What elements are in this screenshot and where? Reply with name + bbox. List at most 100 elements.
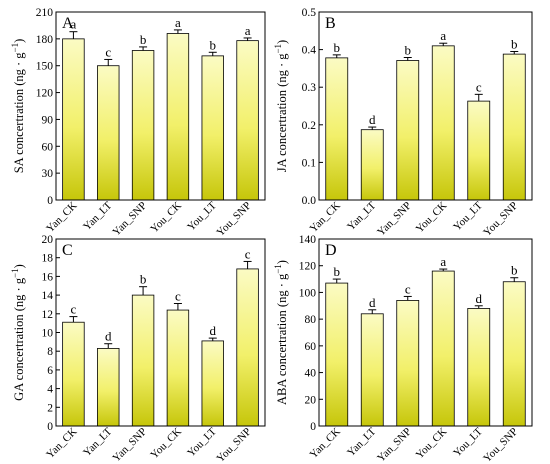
y-tick-label: 2 xyxy=(47,402,53,414)
x-tick-label: You_CK xyxy=(148,200,184,236)
bar xyxy=(201,55,224,201)
y-tick-label: 150 xyxy=(36,61,54,73)
y-tick-label: 0.4 xyxy=(302,45,317,57)
significance-letter: b xyxy=(140,32,147,47)
significance-letter: a xyxy=(71,17,77,32)
bar xyxy=(236,268,259,427)
bar xyxy=(431,45,455,201)
significance-letter: d xyxy=(476,291,483,306)
y-tick-label: 90 xyxy=(42,114,54,126)
y-tick-label: 18 xyxy=(42,253,54,265)
significance-letter: c xyxy=(405,281,411,296)
y-tick-label: 0.5 xyxy=(302,7,317,19)
x-tick-label: You_LT xyxy=(451,199,485,233)
bar xyxy=(325,282,349,427)
y-tick-label: 20 xyxy=(42,234,54,246)
x-tick-label: You_CK xyxy=(414,200,450,236)
y-tick-label: 14 xyxy=(42,290,54,302)
x-tick-label: You_LT xyxy=(185,425,219,459)
bar xyxy=(131,50,155,201)
significance-letter: a xyxy=(245,23,251,38)
x-tick-label: Yan_LT xyxy=(81,425,115,459)
y-tick-label: 120 xyxy=(299,261,317,273)
x-tick-label: You_SNP xyxy=(481,426,520,464)
y-tick-label: 0 xyxy=(47,195,53,207)
plot-frame xyxy=(318,11,533,201)
panel-label: C xyxy=(62,242,73,259)
x-tick-label: You_SNP xyxy=(214,200,253,239)
bar xyxy=(325,57,349,201)
x-tick-label: You_LT xyxy=(185,199,219,233)
x-tick-label: You_SNP xyxy=(214,426,253,464)
x-tick-label: Yan_SNP xyxy=(375,426,414,464)
bar xyxy=(467,100,491,201)
bar xyxy=(166,33,190,201)
y-tick-label: 6 xyxy=(47,365,53,377)
bar xyxy=(201,340,224,427)
x-tick-label: Yan_LT xyxy=(345,425,379,459)
bar xyxy=(166,309,190,427)
x-tick-label: Yan_SNP xyxy=(110,426,149,464)
x-tick-label: You_CK xyxy=(148,426,184,462)
x-tick-label: Yan_LT xyxy=(345,199,379,233)
y-tick-label: 60 xyxy=(42,141,54,153)
significance-letter: a xyxy=(440,28,446,43)
significance-letter: c xyxy=(175,289,181,304)
significance-letter: b xyxy=(405,42,412,57)
x-tick-label: You_CK xyxy=(414,426,450,462)
significance-letter: b xyxy=(210,37,217,52)
bar xyxy=(360,313,384,427)
significance-letter: d xyxy=(369,112,376,127)
y-tick-label: 0 xyxy=(47,421,53,433)
y-axis-title: SA concertration (ng · g−1) xyxy=(10,39,26,174)
y-tick-label: 80 xyxy=(305,314,317,326)
bar xyxy=(360,129,384,201)
bar xyxy=(502,281,526,427)
significance-letter: b xyxy=(140,272,147,287)
panel-c: 0 2 4 6 8 10 12 14 16 18 20 GA concertration (ng · … xyxy=(10,234,266,464)
y-tick-label: 0 xyxy=(310,421,316,433)
significance-letter: d xyxy=(105,329,112,344)
y-tick-label: 0.2 xyxy=(302,120,317,132)
significance-letter: b xyxy=(334,40,341,55)
y-tick-label: 40 xyxy=(305,368,317,380)
bar xyxy=(431,270,455,427)
plot-frame xyxy=(55,238,266,427)
panel-label: B xyxy=(325,15,336,32)
bar xyxy=(467,308,491,427)
y-tick-label: 120 xyxy=(36,88,54,100)
y-tick-label: 4 xyxy=(47,384,53,396)
significance-letter: d xyxy=(210,323,217,338)
y-tick-label: 30 xyxy=(42,168,54,180)
y-axis-title: ABA concertration (ng · g−1) xyxy=(273,260,289,405)
significance-letter: c xyxy=(105,44,111,59)
significance-letter: c xyxy=(71,302,77,317)
y-tick-label: 180 xyxy=(36,34,54,46)
y-tick-label: 0.0 xyxy=(302,195,317,207)
y-tick-label: 12 xyxy=(42,309,54,321)
plot-frame xyxy=(318,238,533,427)
bar xyxy=(396,300,420,427)
bar xyxy=(62,38,85,201)
y-tick-label: 20 xyxy=(305,394,317,406)
bar xyxy=(97,65,120,201)
y-tick-label: 100 xyxy=(299,287,317,299)
significance-letter: c xyxy=(476,79,482,94)
significance-letter: a xyxy=(440,254,446,269)
x-tick-label: Yan_LT xyxy=(81,199,115,233)
panel-label: D xyxy=(325,242,337,259)
y-tick-label: 0.3 xyxy=(302,82,317,94)
y-tick-label: 210 xyxy=(36,7,54,19)
significance-letter: b xyxy=(511,36,518,51)
x-tick-label: Yan_SNP xyxy=(110,200,149,239)
bar xyxy=(502,53,526,201)
y-tick-label: 140 xyxy=(299,234,317,246)
panel-d: 0 20 40 60 80 100 120 140 ABA concertration (ng … xyxy=(273,234,533,464)
y-tick-label: 10 xyxy=(42,328,54,340)
y-axis-title: GA concertration (ng · g−1) xyxy=(10,264,26,401)
y-tick-label: 0.1 xyxy=(302,157,317,169)
bar xyxy=(62,321,85,427)
y-tick-label: 8 xyxy=(47,346,53,358)
significance-letter: d xyxy=(369,295,376,310)
